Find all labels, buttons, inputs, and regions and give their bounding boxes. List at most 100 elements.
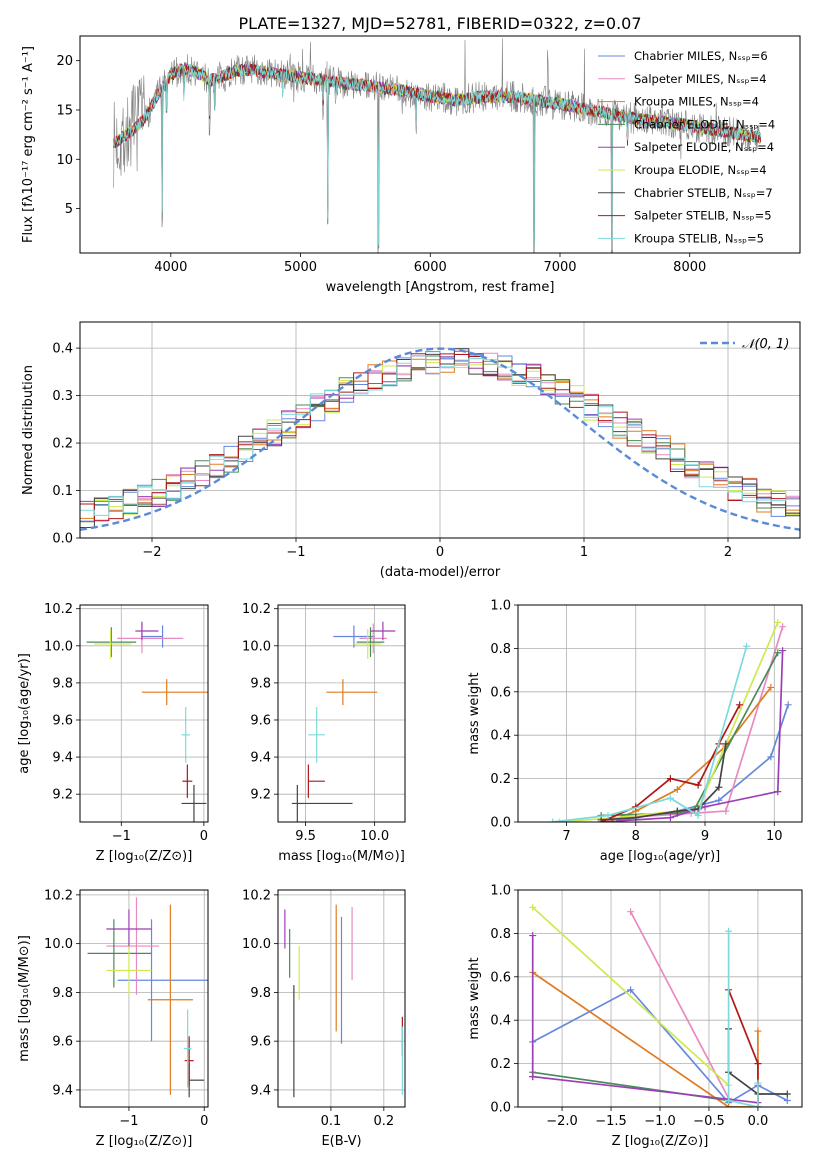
y-tick-label: 9.4 <box>250 1083 271 1098</box>
error-bar-point <box>182 764 193 798</box>
data-point-marker <box>725 927 733 935</box>
legend-entry: Salpeter MILES, Nₛₛₚ=4 <box>634 72 767 86</box>
error-bar-point <box>87 919 152 988</box>
data-point-marker <box>754 1060 762 1068</box>
plot-area <box>87 897 208 1098</box>
x-axis-label: mass [log₁₀(M/M⊙)] <box>278 849 405 864</box>
error-bar-point <box>326 679 378 706</box>
error-bar-point <box>86 627 137 657</box>
axes-frame <box>79 321 801 539</box>
data-point-marker <box>722 807 730 815</box>
series-path <box>621 626 784 819</box>
data-point-marker <box>673 807 681 815</box>
y-tick-label: 1.0 <box>490 599 511 614</box>
legend-entry: 𝒩(0, 1) <box>742 337 789 352</box>
x-tick-label: −1.5 <box>595 1114 627 1129</box>
data-point-marker <box>754 1079 762 1087</box>
series-path <box>559 622 779 822</box>
y-tick-label: 9.2 <box>250 788 271 803</box>
legend-entry: Salpeter ELODIE, Nₛₛₚ=4 <box>634 140 774 154</box>
series-path <box>607 704 789 822</box>
data-point-marker <box>694 781 702 789</box>
x-tick-label: 9.5 <box>295 829 316 844</box>
legend-entry: Chabrier ELODIE, Nₛₛₚ=4 <box>634 117 775 131</box>
y-tick-label: 10.2 <box>242 602 271 617</box>
series-path <box>601 743 727 821</box>
x-tick-label: 4000 <box>154 260 187 275</box>
data-point-marker <box>783 1096 791 1104</box>
x-tick-label: 10 <box>766 829 783 844</box>
series-line <box>604 683 775 822</box>
y-tick-label: 0.8 <box>490 642 511 657</box>
data-point-marker <box>666 775 674 783</box>
x-tick-label: 5000 <box>284 260 317 275</box>
data-point-marker <box>754 1103 762 1107</box>
figure-title: PLATE=1327, MJD=52781, FIBERID=0322, z=0… <box>238 14 641 33</box>
x-tick-label: −0.5 <box>693 1114 725 1129</box>
spectrum-panel: 4000 5000 6000 7000 8000 5 10 15 20 wavelength [A… <box>21 35 801 295</box>
y-tick-label: 10 <box>56 153 73 168</box>
x-axis-label: wavelength [Angstrom, rest frame] <box>326 280 555 295</box>
y-tick-label: 20 <box>56 54 73 69</box>
error-bar-point <box>141 625 164 648</box>
y-tick-label: 0.6 <box>490 685 511 700</box>
data-point-marker <box>743 642 751 650</box>
y-tick-label: 0.2 <box>52 437 73 452</box>
y-tick-label: 0.0 <box>490 1101 511 1116</box>
y-tick-label: 0.0 <box>490 816 511 831</box>
y-tick-label: 10.2 <box>44 602 73 617</box>
x-tick-label: 0.2 <box>373 1114 394 1129</box>
data-point-marker <box>715 796 723 804</box>
series-line <box>549 642 751 822</box>
x-tick-label: 0.0 <box>748 1114 769 1129</box>
age-vs-metallicity-panel: −1 0 9.2 9.4 9.6 9.8 10.0 10.2 Z [log₁₀(Z/Z⊙)] ag… <box>17 602 209 864</box>
y-axis-label: mass weight <box>467 957 482 1039</box>
error-bar-point <box>94 629 132 659</box>
error-bar-point <box>188 1063 205 1098</box>
x-tick-label: −1.0 <box>644 1114 676 1129</box>
y-axis-label: Normed distribution <box>21 365 36 495</box>
data-point-marker <box>725 1096 733 1104</box>
data-point-marker <box>779 647 787 655</box>
error-bar-point <box>106 897 160 995</box>
mass-vs-metallicity-panel: −1 0 9.4 9.6 9.8 10.0 10.2 Z [log₁₀(Z/Z⊙)] mass … <box>17 888 209 1149</box>
error-bar-point <box>307 764 325 798</box>
legend-entry: Salpeter STELIB, Nₛₛₚ=5 <box>634 209 772 223</box>
y-tick-label: 0.4 <box>52 342 73 357</box>
y-tick-label: 9.6 <box>52 1035 73 1050</box>
y-tick-label: 0.8 <box>490 927 511 942</box>
y-tick-label: 9.6 <box>52 713 73 728</box>
series-path <box>532 971 759 1107</box>
x-tick-label: 9 <box>701 829 709 844</box>
x-axis-label: Z [log₁₀(Z/Z⊙)] <box>96 849 193 864</box>
data-point-marker <box>529 1073 537 1081</box>
x-tick-label: 1 <box>580 545 588 560</box>
plot-area <box>80 347 800 531</box>
data-point-marker <box>715 783 723 791</box>
plot-area <box>113 38 762 253</box>
data-point-marker <box>529 903 537 911</box>
series-line <box>597 647 787 822</box>
x-tick-label: 2 <box>724 545 732 560</box>
y-tick-label: 9.2 <box>52 788 73 803</box>
data-point-marker <box>779 623 787 631</box>
axes-frame <box>517 889 803 1108</box>
x-tick-label: 7000 <box>543 260 576 275</box>
error-bar-point <box>356 627 385 657</box>
y-tick-label: 10.2 <box>44 888 73 903</box>
x-axis-label: Z [log₁₀(Z/Z⊙)] <box>96 1134 193 1149</box>
x-tick-label: 7 <box>562 829 570 844</box>
series-line <box>597 649 782 819</box>
data-point-marker <box>632 814 640 822</box>
series-path <box>727 989 759 1107</box>
data-point-marker <box>556 818 564 822</box>
series-line <box>725 927 762 1107</box>
data-point-marker <box>774 649 782 657</box>
data-point-marker <box>666 794 674 802</box>
data-point-marker <box>725 1103 733 1107</box>
error-bar-point <box>353 629 382 659</box>
y-axis-label: mass weight <box>467 672 482 754</box>
y-tick-label: 9.8 <box>52 676 73 691</box>
y-tick-label: 9.8 <box>52 986 73 1001</box>
